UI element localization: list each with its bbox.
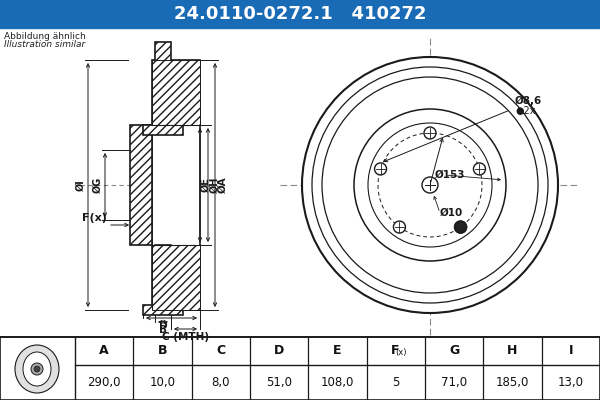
Text: F: F (391, 344, 399, 358)
Text: 185,0: 185,0 (496, 376, 529, 389)
Text: D: D (159, 321, 168, 331)
Text: ØI: ØI (76, 179, 86, 191)
Circle shape (34, 366, 40, 372)
Text: 10,0: 10,0 (149, 376, 176, 389)
Bar (143, 305, 183, 315)
Text: H: H (508, 344, 518, 358)
Circle shape (302, 57, 558, 313)
Text: I: I (569, 344, 573, 358)
Circle shape (424, 127, 436, 139)
Text: 71,0: 71,0 (441, 376, 467, 389)
Text: C (MTH): C (MTH) (162, 332, 209, 342)
Text: Abbildung ähnlich: Abbildung ähnlich (4, 32, 86, 41)
Ellipse shape (15, 345, 59, 393)
Circle shape (394, 221, 406, 233)
Circle shape (374, 163, 386, 175)
Text: 13,0: 13,0 (558, 376, 584, 389)
Text: E: E (333, 344, 342, 358)
Text: ØG: ØG (93, 177, 103, 193)
Bar (152, 245, 200, 310)
Text: 8,0: 8,0 (212, 376, 230, 389)
Circle shape (473, 163, 485, 175)
Text: ●2x: ●2x (515, 106, 536, 116)
Text: B: B (158, 344, 167, 358)
Bar (152, 60, 200, 310)
Circle shape (368, 123, 492, 247)
Text: G: G (449, 344, 459, 358)
Circle shape (354, 109, 506, 261)
Bar (152, 60, 200, 125)
Text: A: A (100, 344, 109, 358)
Text: D: D (274, 344, 284, 358)
Circle shape (312, 67, 548, 303)
Circle shape (422, 177, 438, 193)
Bar (155, 42, 171, 125)
Text: Ø8,6: Ø8,6 (515, 96, 542, 106)
Text: ØE: ØE (201, 178, 211, 192)
Ellipse shape (23, 352, 51, 386)
Text: C: C (216, 344, 226, 358)
Text: ØA: ØA (218, 177, 228, 193)
Text: Ø10: Ø10 (440, 208, 463, 218)
Circle shape (31, 363, 43, 375)
Circle shape (455, 221, 467, 233)
Text: Ø153: Ø153 (435, 170, 466, 180)
Bar (0, 0, 600, 28)
Text: 51,0: 51,0 (266, 376, 292, 389)
Text: 24.0110-0272.1   410272: 24.0110-0272.1 410272 (174, 5, 426, 23)
Text: F(x): F(x) (82, 213, 107, 223)
Bar (143, 125, 183, 135)
Text: 5: 5 (392, 376, 400, 389)
Bar (130, 125, 152, 245)
Bar (155, 245, 171, 305)
Bar (0, 337, 600, 400)
Text: 108,0: 108,0 (321, 376, 354, 389)
Text: (x): (x) (395, 348, 407, 358)
Bar (0, 0, 600, 337)
Text: ØH: ØH (210, 177, 220, 193)
Text: 290,0: 290,0 (88, 376, 121, 389)
Text: B: B (159, 325, 167, 335)
Circle shape (455, 221, 467, 233)
Circle shape (322, 77, 538, 293)
Text: Illustration similar: Illustration similar (4, 40, 85, 49)
